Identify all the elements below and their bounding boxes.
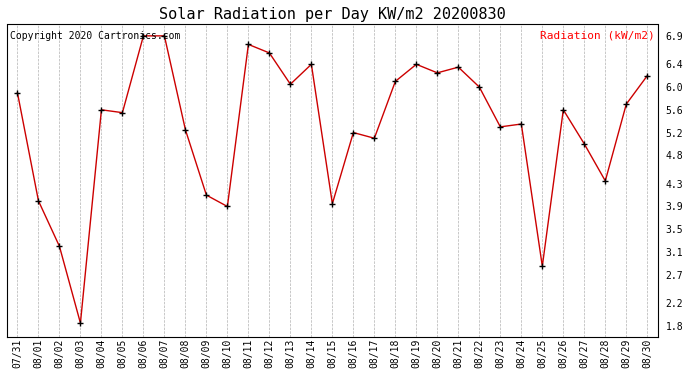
Text: Radiation (kW/m2): Radiation (kW/m2) (540, 31, 655, 41)
Text: Copyright 2020 Cartronics.com: Copyright 2020 Cartronics.com (10, 31, 181, 41)
Title: Solar Radiation per Day KW/m2 20200830: Solar Radiation per Day KW/m2 20200830 (159, 7, 506, 22)
